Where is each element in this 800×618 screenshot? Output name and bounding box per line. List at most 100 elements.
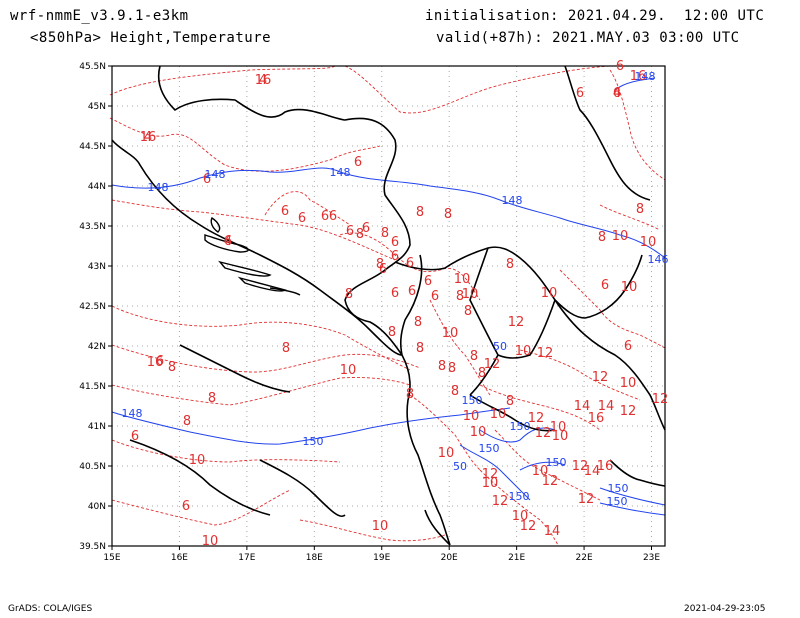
- height-label: 146: [648, 253, 669, 266]
- temperature-label: 12: [508, 315, 525, 330]
- temperature-label: 4: [144, 130, 152, 145]
- height-label: 148: [205, 168, 226, 181]
- temperature-label: 6: [131, 429, 139, 444]
- temperature-label: 8: [451, 384, 459, 399]
- valid-time: valid(+87h): 2021.MAY.03 03:00 UTC: [436, 30, 740, 46]
- temperature-label: 12: [652, 392, 669, 407]
- height-label: 150: [607, 495, 628, 508]
- height-label: 150: [303, 435, 324, 448]
- temperature-label: 6: [406, 256, 414, 271]
- height-label: 50: [493, 340, 507, 353]
- lon-tick-label: 18E: [306, 553, 323, 563]
- temperature-label: 10: [189, 453, 206, 468]
- temperature-label: 10: [532, 464, 549, 479]
- temperature-label: 6: [156, 354, 164, 369]
- temperature-label: 10: [442, 326, 459, 341]
- height-label: 148: [502, 194, 523, 207]
- temperature-label: 8: [448, 361, 456, 376]
- lon-tick-label: 19E: [373, 553, 390, 563]
- temperature-label: 8: [388, 325, 396, 340]
- temperature-label: 8: [168, 360, 176, 375]
- temperature-label: 14: [584, 464, 601, 479]
- temperature-label: 10: [463, 409, 480, 424]
- temperature-label: 10: [612, 229, 629, 244]
- temperature-label: 6: [431, 289, 439, 304]
- lon-tick-label: 16E: [171, 553, 188, 563]
- height-label: 150: [479, 442, 500, 455]
- lon-tick-label: 15E: [103, 553, 120, 563]
- temperature-label: 10: [640, 235, 657, 250]
- temperature-label: 10: [470, 425, 487, 440]
- footer-credit: GrADS: COLA/IGES: [8, 604, 93, 614]
- temperature-label: 8: [636, 202, 644, 217]
- temperature-label: 6: [391, 235, 399, 250]
- lat-tick-label: 43.5N: [79, 222, 106, 232]
- height-contours: [111, 77, 666, 516]
- temperature-label: 12: [482, 467, 499, 482]
- temperature-label: 8: [208, 391, 216, 406]
- temperature-label: 6: [203, 172, 211, 187]
- temperature-label: 8: [470, 349, 478, 364]
- temperature-label: 10: [340, 363, 357, 378]
- lat-tick-label: 39.5N: [79, 542, 106, 552]
- temperature-label: 10: [490, 407, 507, 422]
- lon-tick-label: 17E: [238, 553, 255, 563]
- height-label: 150: [510, 420, 531, 433]
- temperature-label: 6: [281, 204, 289, 219]
- temperature-label: 12: [542, 474, 559, 489]
- temperature-label: 16: [140, 130, 157, 145]
- temperature-label: 10: [621, 280, 638, 295]
- lat-tick-labels: 45.5N 45N 44.5N 44N 43.5N 43N 42.5N 42N 41.5N 41N…: [79, 62, 112, 552]
- temperature-label: 6: [408, 284, 416, 299]
- temperature-label: 8: [416, 205, 424, 220]
- temperature-label: 8: [376, 257, 384, 272]
- field-title: <850hPa> Height,Temperature: [30, 30, 272, 46]
- temperature-label: 8: [282, 341, 290, 356]
- temperature-label: 10: [462, 287, 479, 302]
- lon-tick-label: 23E: [643, 553, 660, 563]
- temperature-label: 8: [183, 414, 191, 429]
- temperature-label: 12: [592, 370, 609, 385]
- temperature-label: 6: [182, 499, 190, 514]
- lat-tick-label: 40.5N: [79, 462, 106, 472]
- lat-tick-label: 42.5N: [79, 302, 106, 312]
- lat-tick-label: 40N: [88, 502, 106, 512]
- lat-tick-label: 44.5N: [79, 142, 106, 152]
- temperature-label: 10: [372, 519, 389, 534]
- coastline-borders: [111, 65, 666, 546]
- lon-tick-label: 21E: [508, 553, 525, 563]
- temperature-label: 8: [506, 394, 514, 409]
- temperature-label: 6: [576, 86, 584, 101]
- height-label: 148: [330, 166, 351, 179]
- temperature-label: 10: [541, 286, 558, 301]
- lat-tick-label: 45.5N: [79, 62, 106, 72]
- temperature-label: 12: [535, 426, 552, 441]
- lat-tick-label: 43N: [88, 262, 106, 272]
- temperature-label: 6: [624, 339, 632, 354]
- lat-tick-label: 45N: [88, 102, 106, 112]
- temperature-label: 8: [356, 227, 364, 242]
- temperature-label: 16: [597, 459, 614, 474]
- temperature-label: 10: [438, 446, 455, 461]
- lat-tick-label: 41N: [88, 422, 106, 432]
- temperature-label: 16: [630, 69, 647, 84]
- temperature-label: 12: [492, 494, 509, 509]
- temperature-label: 6: [391, 249, 399, 264]
- islands: [204, 216, 301, 296]
- temperature-label: 6: [601, 278, 609, 293]
- height-label: 150: [462, 394, 483, 407]
- temperature-label: 10: [202, 534, 219, 549]
- temperature-label: 8: [478, 366, 486, 381]
- lat-tick-label: 41.5N: [79, 382, 106, 392]
- temperature-label: 8: [444, 207, 452, 222]
- temperature-label: 14: [544, 524, 561, 539]
- temperature-label: 8: [406, 387, 414, 402]
- init-time: initialisation: 2021.04.29. 12:00 UTC: [425, 8, 765, 24]
- height-label: 148: [635, 70, 656, 83]
- temperature-label: 8: [456, 289, 464, 304]
- lon-tick-labels: 15E 16E 17E 18E 19E 20E 21E 22E 23E: [103, 546, 660, 563]
- temperature-label: 12: [537, 346, 554, 361]
- footer-timestamp: 2021-04-29-23:05: [684, 604, 766, 614]
